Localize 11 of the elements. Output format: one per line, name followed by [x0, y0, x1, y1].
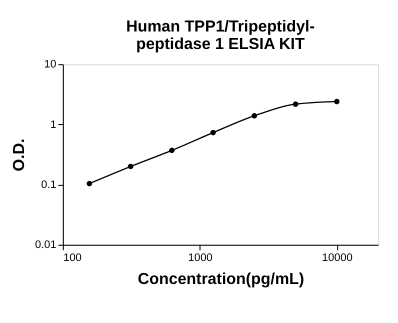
y-tick-label: 10 — [44, 58, 56, 71]
y-tick-label: 1 — [50, 118, 56, 131]
y-tick-label: 0.1 — [41, 179, 56, 192]
y-tick-label: 0.01 — [35, 239, 56, 252]
y-axis-title: O.D. — [11, 138, 28, 172]
x-tick-label: 1000 — [188, 252, 213, 264]
x-axis-title: Concentration(pg/mL) — [138, 271, 304, 288]
x-tick-label: 100 — [63, 252, 82, 264]
text: Human TPP1/Tripeptidyl- — [126, 18, 315, 36]
x-tick-label: 10000 — [322, 252, 353, 264]
text: peptidase 1 ELSIA KIT — [136, 36, 305, 54]
